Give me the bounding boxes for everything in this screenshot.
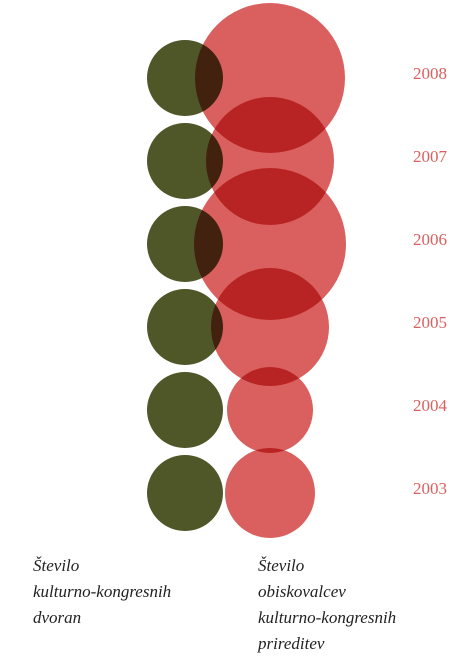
hall-bubble	[147, 289, 223, 365]
year-label: 2006	[413, 230, 447, 249]
visitor-bubble	[227, 367, 313, 453]
visitor-bubble	[211, 268, 329, 386]
year-label: 2004	[413, 396, 448, 415]
legend-entry: Število obiskovalcev kulturno-kongresnih…	[258, 556, 397, 653]
year-label: 2003	[413, 479, 447, 498]
legend-entry: Število kulturno-kongresnih dvoran	[33, 556, 172, 627]
year-label: 2005	[413, 313, 447, 332]
hall-bubble	[147, 455, 223, 531]
visitor-bubble	[225, 448, 315, 538]
year-label: 2007	[413, 147, 448, 166]
hall-bubble	[147, 123, 223, 199]
hall-bubble	[147, 372, 223, 448]
year-label: 2008	[413, 64, 447, 83]
